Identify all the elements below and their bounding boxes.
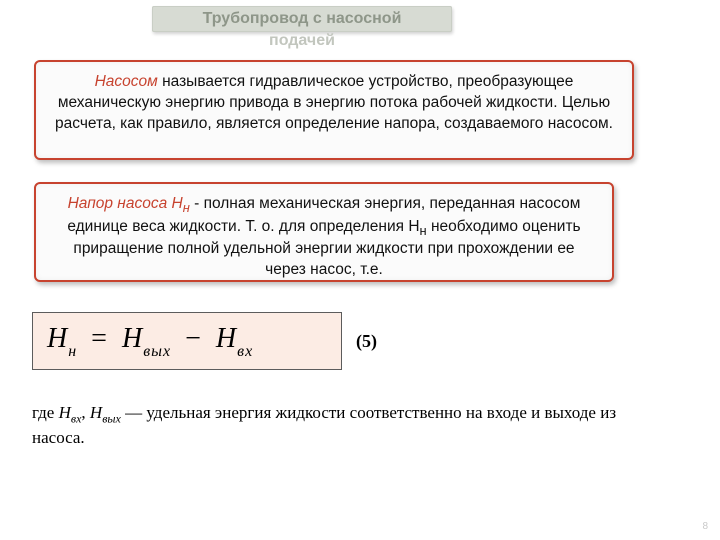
formula-row: Hн = Hвых − Hвх (5) — [32, 312, 377, 370]
definition-box-pump: Насосом называется гидравлическое устрой… — [34, 60, 634, 160]
definition-head-text: Напор насоса Hн - полная механическая эн… — [52, 194, 596, 281]
term-pump: Насосом — [95, 73, 158, 90]
formula-number: (5) — [356, 331, 377, 352]
page-number: 8 — [702, 521, 708, 532]
title-bar: Трубопровод с насосной — [152, 6, 452, 32]
definition-pump-text: Насосом называется гидравлическое устрой… — [52, 72, 616, 135]
title-line1: Трубопровод с насосной — [203, 10, 402, 28]
term-head: Напор насоса Hн — [68, 195, 190, 212]
formula-equation: Hн = Hвых − Hвх — [47, 323, 253, 359]
formula-box: Hн = Hвых − Hвх — [32, 312, 342, 370]
title-line2: подачей — [152, 32, 452, 50]
definition-box-head: Напор насоса Hн - полная механическая эн… — [34, 182, 614, 282]
formula-caption: где Hвх, Hвых — удельная энергия жидкост… — [32, 402, 627, 450]
